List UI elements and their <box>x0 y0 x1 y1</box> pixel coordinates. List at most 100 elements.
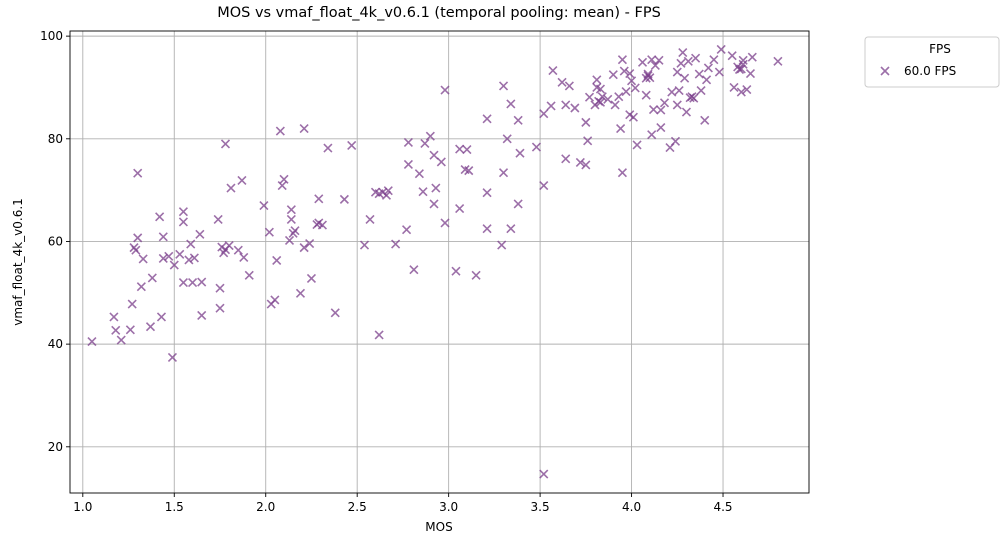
data-point <box>339 194 349 204</box>
data-point <box>429 150 439 160</box>
data-point <box>127 299 137 309</box>
data-point <box>773 56 783 66</box>
data-point <box>515 148 525 158</box>
data-point <box>277 180 287 191</box>
data-point <box>451 266 461 276</box>
data-point <box>561 100 571 110</box>
x-tick-label: 2.5 <box>348 500 367 514</box>
data-point <box>145 322 156 332</box>
data-point <box>317 220 327 230</box>
data-point <box>272 255 282 266</box>
data-point <box>286 214 296 224</box>
data-point <box>747 52 757 62</box>
data-point <box>621 87 631 97</box>
data-point <box>156 312 167 322</box>
data-point <box>742 84 752 95</box>
data-point <box>513 199 523 209</box>
data-point <box>383 186 393 196</box>
data-point <box>195 229 205 239</box>
data-point <box>610 100 620 110</box>
data-point <box>502 134 512 144</box>
data-point <box>627 76 637 86</box>
data-point <box>482 224 492 234</box>
legend-title: FPS <box>929 42 951 56</box>
data-point <box>734 64 745 75</box>
x-tick-label: 3.5 <box>531 500 550 514</box>
data-point <box>418 187 428 197</box>
y-axis-ticks: 20 40 60 80 100 <box>40 29 70 454</box>
data-point <box>581 117 591 127</box>
data-point <box>632 140 642 150</box>
data-point <box>482 188 492 198</box>
data-point <box>674 85 684 96</box>
data-point <box>680 73 690 83</box>
x-tick-label: 4.5 <box>713 500 732 514</box>
data-point <box>557 77 567 87</box>
data-point <box>656 105 666 115</box>
legend-entry-label: 60.0 FPS <box>904 64 956 78</box>
data-point <box>455 204 465 214</box>
y-tick-label: 40 <box>48 337 63 351</box>
data-point <box>546 101 556 111</box>
data-point <box>226 183 236 193</box>
data-point <box>648 104 659 115</box>
data-point <box>347 140 357 151</box>
data-point <box>178 207 188 217</box>
data-point <box>164 251 174 261</box>
data-point <box>290 226 300 236</box>
data-point <box>637 57 648 67</box>
data-point <box>365 214 375 224</box>
data-point <box>595 97 606 107</box>
data-point <box>220 139 231 149</box>
data-point <box>498 168 509 178</box>
data-point <box>709 55 719 65</box>
data-point <box>286 205 296 215</box>
data-point <box>482 114 492 124</box>
data-point <box>133 168 143 178</box>
data-point <box>654 55 664 65</box>
data-point <box>570 103 580 113</box>
data-point <box>186 239 196 249</box>
data-point <box>175 249 185 259</box>
plot-area-frame <box>69 30 810 494</box>
data-point <box>414 169 424 179</box>
data-point <box>738 55 748 65</box>
data-point <box>147 273 157 283</box>
data-point <box>158 232 168 242</box>
data-point <box>189 253 199 263</box>
data-point <box>323 143 333 153</box>
data-point <box>625 69 635 79</box>
data-point <box>178 217 188 227</box>
data-point <box>745 69 756 79</box>
data-point <box>233 245 243 255</box>
x-axis-label: MOS <box>425 520 452 534</box>
data-point <box>617 168 627 178</box>
data-point <box>259 200 269 211</box>
data-point <box>284 235 295 246</box>
data-point <box>506 224 516 234</box>
data-point <box>703 63 713 73</box>
y-axis-label: vmaf_float_4k_v0.6.1 <box>11 198 25 326</box>
data-point <box>729 82 739 93</box>
data-point <box>548 65 558 76</box>
data-point <box>647 55 657 65</box>
data-point <box>431 183 441 193</box>
data-point <box>738 59 748 69</box>
data-point <box>701 75 712 85</box>
data-point <box>696 85 706 96</box>
data-point <box>403 159 413 170</box>
data-point <box>213 214 223 224</box>
data-point <box>464 166 474 176</box>
data-point <box>215 303 225 313</box>
data-point <box>462 145 472 155</box>
data-point <box>700 115 710 125</box>
data-point <box>645 73 655 83</box>
data-point <box>667 87 677 97</box>
data-point <box>409 265 419 275</box>
data-point <box>138 254 148 264</box>
data-point <box>714 67 724 77</box>
data-point <box>670 136 681 146</box>
data-point <box>650 60 660 70</box>
data-point <box>498 81 509 91</box>
data-point <box>561 154 571 164</box>
